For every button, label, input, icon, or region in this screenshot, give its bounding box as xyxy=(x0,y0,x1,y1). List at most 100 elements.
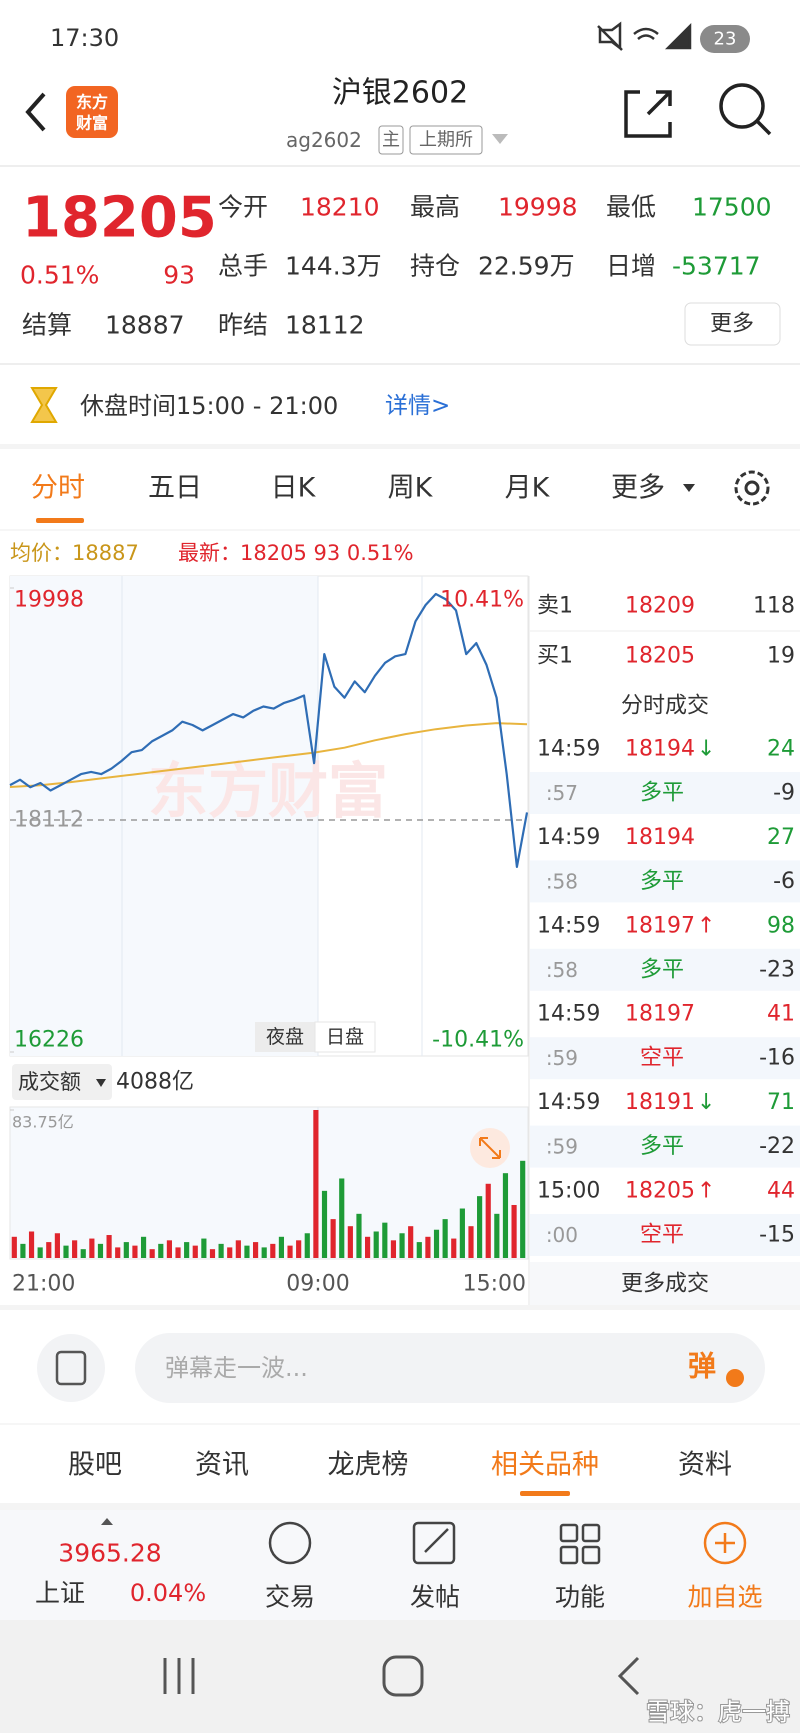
add-icon[interactable] xyxy=(703,1521,747,1565)
sub-tab[interactable]: 股吧 xyxy=(68,1450,122,1481)
book-side: 买1 xyxy=(537,644,573,669)
comment-input[interactable] xyxy=(135,1333,765,1403)
y-tick-label: 19998 xyxy=(14,588,84,613)
back-button[interactable] xyxy=(25,92,46,132)
tab[interactable]: 月K xyxy=(505,473,551,504)
trade-time: 14:59 xyxy=(537,913,600,938)
trade-icon[interactable] xyxy=(268,1521,312,1565)
field-label: 最低 xyxy=(606,193,656,222)
share-button[interactable] xyxy=(624,90,672,138)
danmu-button[interactable]: 弹 xyxy=(688,1350,716,1383)
func-icon[interactable] xyxy=(559,1523,579,1543)
time-label: 09:00 xyxy=(286,1272,349,1297)
func-icon xyxy=(581,1545,601,1565)
more-button[interactable]: 更多 xyxy=(710,312,754,337)
y-tick-label: 16226 xyxy=(14,1028,84,1053)
volume-frame xyxy=(9,1106,529,1260)
tab[interactable]: 五日 xyxy=(148,473,202,504)
comment-icon-bg[interactable] xyxy=(37,1334,105,1402)
gear-outer xyxy=(734,470,770,506)
more-button-bg[interactable] xyxy=(684,302,781,346)
volume-bar xyxy=(115,1247,121,1258)
volume-total: 4088亿 xyxy=(116,1070,194,1095)
session-button[interactable]: 日盘 xyxy=(326,1026,364,1048)
trade-sub-bg xyxy=(530,772,800,814)
sub-tab[interactable]: 资料 xyxy=(678,1450,732,1481)
signal-icon xyxy=(664,22,692,50)
volume-bar xyxy=(140,1236,147,1258)
trade-type: 多平 xyxy=(640,869,684,894)
trade-volume: 27 xyxy=(767,825,795,850)
settings-button[interactable] xyxy=(734,470,770,506)
footer-watermark: 雪球：虎一搏 xyxy=(646,1698,790,1726)
trade-volume: 44 xyxy=(767,1179,795,1204)
trade-change: -22 xyxy=(759,1134,795,1159)
dropdown-arrow[interactable] xyxy=(492,134,508,144)
sub-tab[interactable]: 龙虎榜 xyxy=(328,1450,409,1481)
bottom-nav-item[interactable]: 发帖 xyxy=(410,1583,460,1612)
session-button-bg[interactable] xyxy=(314,1021,376,1053)
hourglass-icon xyxy=(30,387,58,423)
tab[interactable]: 周K xyxy=(388,473,434,504)
bottom-icons xyxy=(268,1521,747,1565)
home-button[interactable] xyxy=(382,1655,424,1697)
sub-tab[interactable]: 相关品种 xyxy=(491,1450,599,1481)
tab[interactable]: 更多 xyxy=(611,473,665,504)
volume-bar xyxy=(296,1240,302,1258)
more-trades-bg[interactable] xyxy=(530,1262,800,1306)
volume-selector-bg[interactable] xyxy=(12,1064,112,1100)
divider xyxy=(0,444,800,449)
func-icon xyxy=(581,1523,601,1543)
tab[interactable]: 日K xyxy=(271,473,317,504)
recents-button[interactable] xyxy=(163,1658,195,1694)
trade-type: 空平 xyxy=(640,1046,684,1071)
tab[interactable]: 分时 xyxy=(31,473,85,504)
share-arrow xyxy=(646,90,672,116)
contract-code: ag2602 xyxy=(286,128,362,152)
volume-bar xyxy=(408,1226,414,1258)
volume-bar xyxy=(365,1236,371,1258)
trade-sub-bg xyxy=(530,860,800,903)
field-value: -53717 xyxy=(672,252,761,281)
session-button[interactable]: 夜盘 xyxy=(266,1026,304,1048)
volume-bar xyxy=(218,1243,224,1258)
trade-subtime: :59 xyxy=(546,1046,578,1070)
back-nav-button[interactable] xyxy=(617,1656,640,1696)
dropdown-arrow[interactable] xyxy=(683,484,695,492)
trade-subtime: :59 xyxy=(546,1135,578,1159)
trade-type: 多平 xyxy=(640,781,684,806)
field-value: 19998 xyxy=(498,193,578,222)
trade-price: 18197 xyxy=(625,1002,695,1027)
comment-placeholder[interactable]: 弹幕走一波... xyxy=(165,1354,308,1382)
trade-subtime: :58 xyxy=(546,958,578,982)
volume-bar xyxy=(244,1245,250,1258)
status-icons xyxy=(597,21,692,51)
trade-time: 14:59 xyxy=(537,1002,600,1027)
volume-bar xyxy=(382,1222,388,1258)
logo-text: 东方 xyxy=(76,93,108,112)
bottom-nav-item[interactable]: 功能 xyxy=(555,1583,605,1612)
bottom-nav-item[interactable]: 加自选 xyxy=(687,1583,762,1612)
volume-bar xyxy=(72,1240,78,1258)
volume-bar xyxy=(209,1249,216,1258)
gear-inner xyxy=(744,480,760,496)
notice-link[interactable]: 详情> xyxy=(385,393,450,419)
search-button[interactable] xyxy=(719,83,772,136)
trade-volume: 71 xyxy=(767,1090,795,1115)
volume-bar xyxy=(235,1240,241,1258)
post-icon[interactable] xyxy=(412,1521,456,1565)
bottom-nav-item[interactable]: 交易 xyxy=(265,1583,315,1612)
session-button-bg[interactable] xyxy=(255,1022,315,1052)
volume-bar xyxy=(227,1247,233,1258)
trade-change: -16 xyxy=(759,1046,795,1071)
trade-change: -6 xyxy=(773,869,795,894)
sub-tab[interactable]: 资讯 xyxy=(195,1450,249,1481)
field-label: 最高 xyxy=(410,193,460,222)
volume-selector[interactable]: 成交额 xyxy=(18,1070,81,1094)
field-label: 日增 xyxy=(606,252,656,281)
volume-bar xyxy=(304,1233,310,1258)
sub-tab-underline xyxy=(520,1491,570,1496)
divider xyxy=(0,1503,800,1510)
more-trades[interactable]: 更多成交 xyxy=(621,1272,709,1297)
